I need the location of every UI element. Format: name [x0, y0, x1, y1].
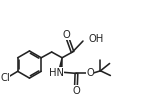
Text: O: O	[63, 30, 71, 40]
Polygon shape	[60, 58, 62, 68]
Text: OH: OH	[89, 34, 104, 45]
Text: O: O	[72, 86, 80, 96]
Text: HN: HN	[49, 68, 64, 78]
Text: Cl: Cl	[0, 73, 10, 83]
Text: O: O	[86, 68, 94, 78]
